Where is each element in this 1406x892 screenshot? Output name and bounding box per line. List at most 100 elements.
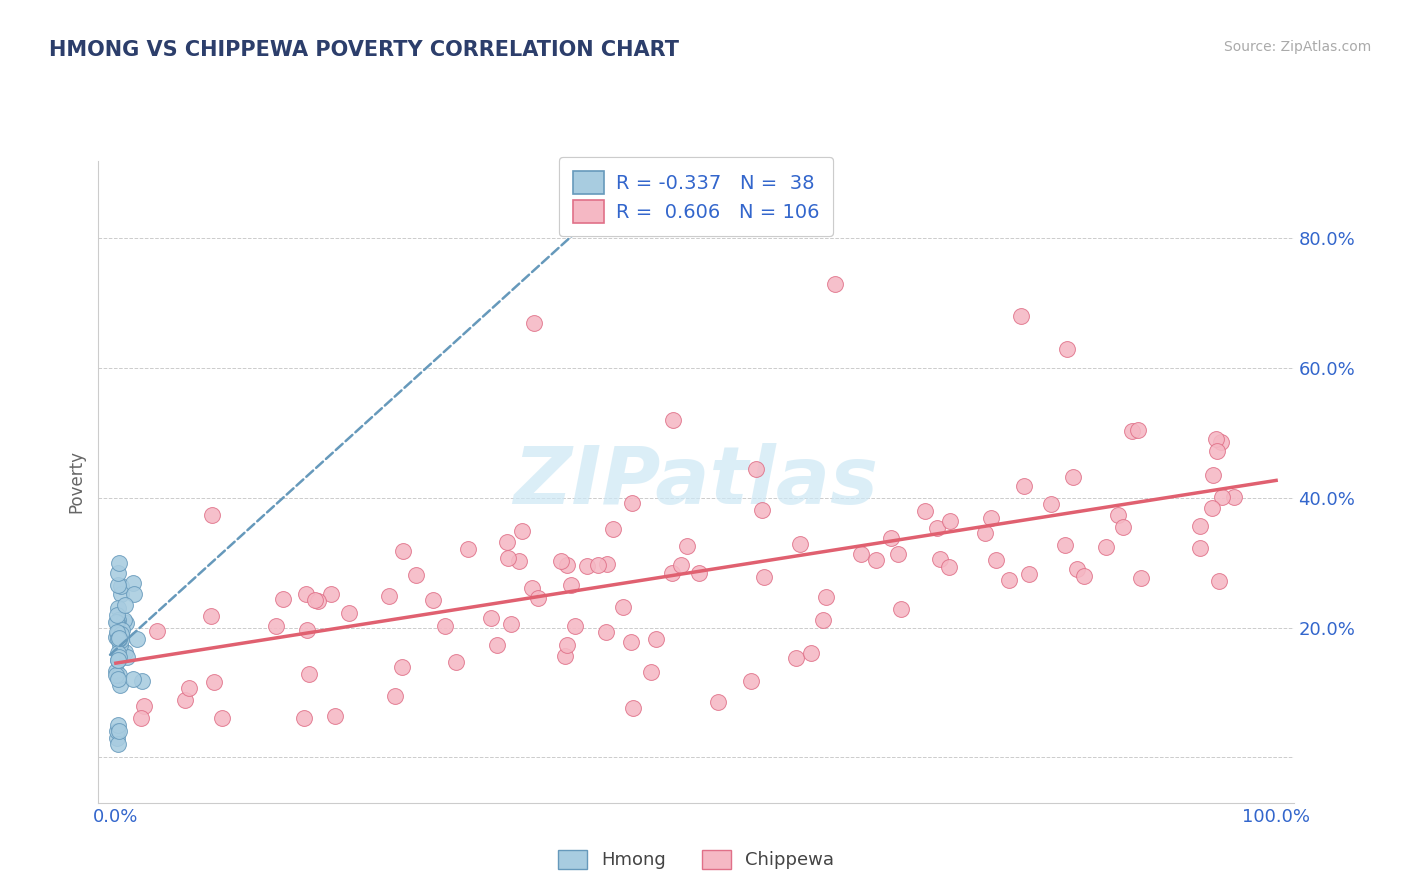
Point	[105, 724, 128, 739]
Point	[707, 695, 730, 709]
Point	[887, 547, 910, 561]
Point	[107, 631, 129, 645]
Point	[1040, 496, 1063, 510]
Point	[890, 601, 912, 615]
Point	[620, 635, 643, 649]
Point	[405, 568, 427, 582]
Point	[1223, 490, 1246, 504]
Point	[107, 632, 129, 647]
Point	[132, 699, 155, 714]
Point	[384, 689, 406, 703]
Point	[575, 559, 598, 574]
Text: Source: ZipAtlas.com: Source: ZipAtlas.com	[1223, 40, 1371, 54]
Point	[550, 554, 572, 568]
Point	[107, 625, 129, 640]
Point	[110, 633, 132, 648]
Point	[688, 566, 710, 581]
Point	[998, 573, 1021, 587]
Point	[108, 667, 131, 681]
Point	[434, 619, 457, 633]
Point	[337, 607, 360, 621]
Point	[1062, 470, 1084, 484]
Point	[914, 504, 936, 518]
Point	[815, 590, 838, 604]
Point	[745, 462, 768, 476]
Point	[974, 525, 997, 540]
Point	[485, 638, 508, 652]
Point	[1095, 540, 1118, 554]
Point	[1107, 508, 1129, 522]
Point	[173, 693, 195, 707]
Point	[304, 593, 326, 607]
Point	[264, 618, 287, 632]
Point	[323, 709, 346, 723]
Point	[107, 613, 129, 627]
Point	[1066, 562, 1088, 576]
Point	[602, 522, 624, 536]
Point	[125, 632, 148, 646]
Point	[752, 570, 775, 584]
Point	[177, 681, 200, 695]
Point	[107, 718, 129, 732]
Point	[811, 613, 834, 627]
Y-axis label: Poverty: Poverty	[67, 450, 86, 513]
Point	[294, 587, 316, 601]
Point	[986, 553, 1008, 567]
Point	[107, 615, 129, 629]
Point	[110, 579, 132, 593]
Legend: R = -0.337   N =  38, R =  0.606   N = 106: R = -0.337 N = 38, R = 0.606 N = 106	[560, 157, 832, 236]
Point	[1126, 423, 1149, 437]
Point	[112, 613, 135, 627]
Point	[201, 508, 224, 522]
Point	[107, 653, 129, 667]
Point	[1130, 571, 1153, 585]
Point	[108, 724, 131, 739]
Point	[1121, 424, 1143, 438]
Point	[479, 611, 502, 625]
Point	[111, 624, 134, 638]
Point	[865, 553, 887, 567]
Point	[785, 651, 807, 665]
Point	[202, 675, 225, 690]
Point	[444, 655, 467, 669]
Point	[271, 592, 294, 607]
Point	[564, 619, 586, 633]
Text: HMONG VS CHIPPEWA POVERTY CORRELATION CHART: HMONG VS CHIPPEWA POVERTY CORRELATION CH…	[49, 40, 679, 60]
Point	[621, 496, 644, 510]
Point	[121, 672, 143, 686]
Point	[107, 672, 129, 686]
Point	[110, 587, 132, 601]
Point	[211, 711, 233, 725]
Point	[422, 593, 444, 607]
Point	[294, 711, 316, 725]
Point	[146, 624, 169, 639]
Point	[110, 629, 132, 643]
Point	[1112, 520, 1135, 534]
Point	[640, 665, 662, 679]
Point	[105, 668, 128, 682]
Point	[107, 566, 129, 580]
Point	[1208, 574, 1230, 588]
Point	[522, 316, 544, 330]
Point	[799, 646, 821, 660]
Point	[1010, 310, 1032, 324]
Point	[645, 632, 668, 647]
Point	[1205, 443, 1227, 458]
Point	[107, 738, 129, 752]
Point	[824, 277, 846, 291]
Point	[108, 650, 131, 665]
Point	[105, 664, 128, 678]
Point	[107, 653, 129, 667]
Point	[751, 502, 773, 516]
Point	[1209, 434, 1232, 449]
Point	[939, 514, 962, 528]
Point	[124, 587, 146, 601]
Point	[595, 625, 617, 640]
Legend: Hmong, Chippewa: Hmong, Chippewa	[548, 841, 844, 879]
Point	[200, 608, 222, 623]
Point	[510, 524, 533, 539]
Point	[938, 560, 960, 574]
Point	[669, 558, 692, 573]
Point	[1202, 467, 1225, 482]
Point	[789, 536, 811, 550]
